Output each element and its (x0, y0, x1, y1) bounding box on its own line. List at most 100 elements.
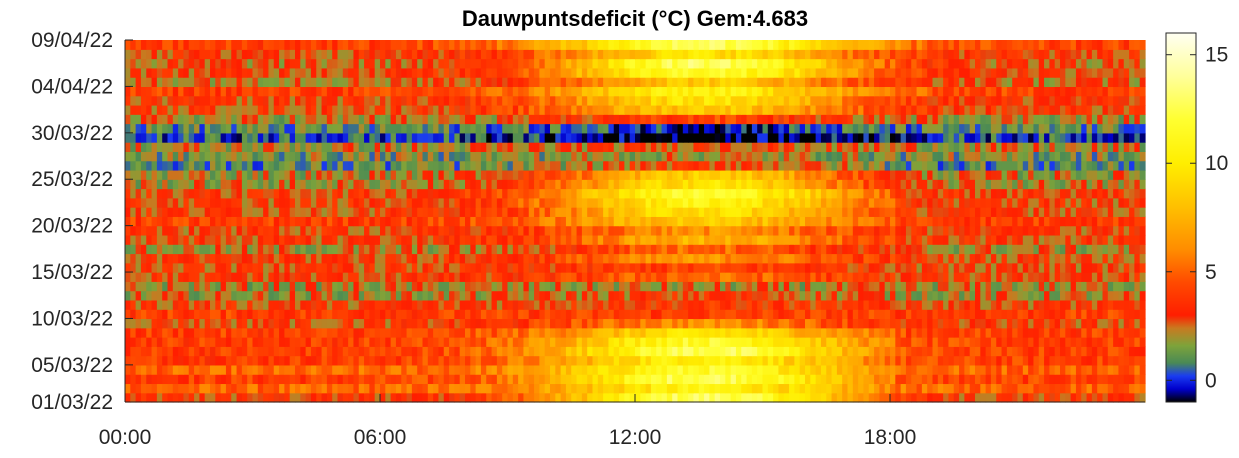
heatmap-cell (225, 262, 232, 273)
heatmap-cell (852, 299, 859, 310)
heatmap-cell (273, 281, 280, 292)
heatmap-cell (454, 374, 461, 385)
heatmap-cell (215, 346, 222, 357)
heatmap-cell (1123, 253, 1130, 264)
heatmap-cell (581, 160, 588, 171)
heatmap-cell (348, 318, 355, 329)
heatmap-cell (125, 281, 131, 292)
heatmap-cell (555, 290, 562, 301)
heatmap-cell (672, 253, 679, 264)
heatmap-cell (975, 355, 981, 366)
heatmap-cell (385, 299, 392, 310)
heatmap-cell (1118, 244, 1125, 255)
heatmap-cell (491, 160, 498, 171)
heatmap-cell (539, 383, 546, 394)
heatmap-cell (911, 216, 918, 227)
heatmap-cell (539, 188, 546, 199)
heatmap-cell (268, 374, 275, 385)
heatmap-cell (1038, 160, 1045, 171)
heatmap-cell (1139, 197, 1146, 208)
heatmap-cell (555, 262, 562, 273)
heatmap-cell (613, 281, 620, 292)
heatmap-cell (969, 272, 976, 282)
heatmap-cell (427, 290, 434, 301)
heatmap-cell (348, 216, 355, 227)
heatmap-cell (1038, 244, 1045, 255)
heatmap-cell (449, 160, 455, 171)
heatmap-cell (374, 392, 381, 403)
heatmap-cell (688, 244, 695, 255)
heatmap-cell (512, 299, 519, 310)
heatmap-cell (369, 346, 376, 357)
heatmap-cell (852, 374, 859, 385)
heatmap-cell (895, 179, 902, 190)
heatmap-cell (560, 355, 567, 366)
heatmap-cell (454, 318, 461, 329)
heatmap-cell (289, 309, 296, 320)
heatmap-cell (348, 299, 355, 310)
heatmap-cell (831, 327, 838, 338)
heatmap-cell (496, 327, 503, 338)
heatmap-cell (204, 337, 211, 347)
heatmap-cell (1054, 262, 1061, 273)
heatmap-cell (544, 225, 551, 236)
heatmap-cell (757, 327, 764, 338)
heatmap-cell (422, 346, 429, 357)
heatmap-cell (443, 234, 450, 245)
heatmap-cell (656, 253, 663, 264)
heatmap-cell (348, 169, 355, 180)
heatmap-cell (836, 290, 843, 301)
heatmap-cell (188, 309, 195, 320)
heatmap-cell (204, 272, 211, 282)
heatmap-cell (406, 169, 413, 180)
heatmap-cell (677, 207, 684, 217)
heatmap-cell (353, 197, 360, 208)
heatmap-cell (666, 160, 673, 171)
heatmap-cell (767, 272, 774, 282)
heatmap-cell (905, 216, 912, 227)
heatmap-cell (241, 337, 248, 347)
heatmap-cell (608, 346, 615, 357)
heatmap-cell (1113, 299, 1120, 310)
heatmap-cell (1129, 169, 1135, 180)
heatmap-cell (125, 253, 131, 264)
heatmap-cell (151, 318, 158, 329)
heatmap-cell (178, 244, 185, 255)
heatmap-cell (433, 272, 440, 282)
heatmap-cell (1129, 327, 1135, 338)
heatmap-cell (358, 244, 365, 255)
heatmap-cell (1070, 225, 1077, 236)
heatmap-cell (603, 234, 610, 245)
heatmap-cell (204, 160, 211, 171)
heatmap-cell (194, 216, 200, 227)
heatmap-cell (337, 318, 344, 329)
heatmap-cell (1091, 327, 1098, 338)
heatmap-cell (746, 272, 753, 282)
heatmap-cell (544, 160, 551, 171)
heatmap-cell (401, 364, 408, 375)
heatmap-cell (905, 299, 912, 310)
heatmap-cell (964, 364, 971, 375)
heatmap-cell (629, 327, 636, 338)
heatmap-cell (990, 383, 997, 394)
heatmap-cell (539, 392, 546, 403)
heatmap-cell (178, 262, 185, 273)
heatmap-cell (852, 392, 859, 403)
heatmap-cell (512, 197, 519, 208)
heatmap-cell (624, 383, 631, 394)
heatmap-cell (688, 169, 695, 180)
heatmap-cell (789, 234, 795, 245)
heatmap-cell (125, 355, 131, 366)
heatmap-cell (1001, 355, 1008, 366)
heatmap-cell (1065, 234, 1072, 245)
heatmap-cell (720, 179, 726, 190)
heatmap-cell (268, 309, 275, 320)
heatmap-cell (178, 355, 185, 366)
heatmap-cell (518, 327, 525, 338)
heatmap-cell (417, 355, 424, 366)
heatmap-cell (603, 253, 610, 264)
heatmap-cell (650, 374, 657, 385)
heatmap-cell (465, 197, 471, 208)
heatmap-cell (969, 197, 976, 208)
heatmap-cell (884, 318, 891, 329)
